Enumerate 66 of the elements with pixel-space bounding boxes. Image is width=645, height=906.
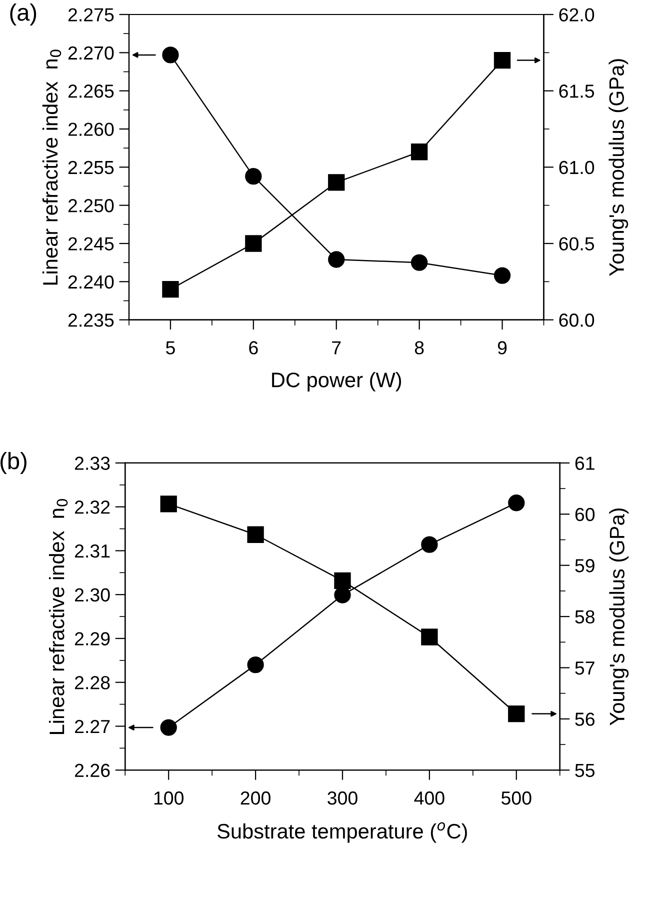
y-tick-label: 2.240 xyxy=(68,275,114,289)
y-tick-label: 2.32 xyxy=(75,500,110,514)
point xyxy=(508,705,525,722)
x-tick-label: 200 xyxy=(240,791,270,805)
text: (b) xyxy=(0,452,26,474)
point xyxy=(247,656,264,674)
y-tick-label: 2.26 xyxy=(75,764,110,778)
y-tick-label: 2.260 xyxy=(68,122,114,136)
y-tick-label: 2.28 xyxy=(75,676,110,690)
point xyxy=(421,536,438,553)
point xyxy=(162,46,179,64)
point xyxy=(410,144,428,160)
y2-tick-label: 58 xyxy=(575,610,594,624)
y-tick-label: 2.30 xyxy=(75,588,110,602)
y2-tick-label: 61.5 xyxy=(559,84,594,98)
y2-tick-label: 61 xyxy=(575,456,594,470)
y-tick-label: 2.275 xyxy=(68,8,114,22)
y-tick-label: 2.33 xyxy=(75,456,110,470)
x-tick-label: 300 xyxy=(328,791,358,805)
x-tick-label: 500 xyxy=(501,791,532,805)
point xyxy=(508,494,525,512)
x-tick-label: 7 xyxy=(332,341,341,354)
y2-tick-label: 62.0 xyxy=(559,8,594,22)
x-tick-label: 5 xyxy=(166,341,175,354)
y-tick-label: 2.265 xyxy=(68,84,114,98)
y2-tick-label: 60.0 xyxy=(559,314,594,327)
x-axis-title: DC power (W) xyxy=(272,372,402,392)
x-tick-label: 9 xyxy=(498,341,507,354)
point xyxy=(162,280,179,298)
y2-tick-label: 56 xyxy=(575,712,594,726)
point xyxy=(245,235,262,252)
y2-tick-label: 60.5 xyxy=(559,237,594,250)
y2-tick-label: 60 xyxy=(575,508,595,522)
point xyxy=(160,496,177,512)
point xyxy=(494,52,511,69)
y2-axis-title: Young's modulus (GPa) xyxy=(609,508,629,726)
x-tick-label: 6 xyxy=(249,341,258,354)
point xyxy=(247,526,264,543)
point xyxy=(328,174,345,191)
y-tick-label: 2.245 xyxy=(68,237,114,250)
point xyxy=(160,719,177,736)
y-tick-label: 2.270 xyxy=(68,46,114,60)
y2-tick-label: 61.0 xyxy=(559,160,594,174)
y2-axis-title: Young's modulus (GPa) xyxy=(608,59,628,276)
y-tick-label: 2.31 xyxy=(75,544,110,558)
y2-tick-label: 57 xyxy=(575,662,594,675)
point xyxy=(494,267,511,284)
x-tick-label: 8 xyxy=(414,341,424,354)
x-tick-label: 100 xyxy=(154,791,184,805)
point xyxy=(421,628,438,646)
point xyxy=(334,572,351,590)
y2-tick-label: 55 xyxy=(575,764,595,778)
point xyxy=(328,251,345,268)
x-tick-label: 400 xyxy=(414,791,444,805)
y-axis-title: Linear refractive index n$_{0}$ xyxy=(48,499,68,734)
point xyxy=(245,168,262,185)
x-axis-title: Substrate temperature ($^{o}$C) xyxy=(218,822,467,843)
y-tick-label: 2.235 xyxy=(68,314,114,327)
point xyxy=(410,254,428,271)
y-axis-title: Linear refractive index n$_{0}$ xyxy=(42,50,62,285)
y-tick-label: 2.29 xyxy=(75,632,110,646)
y-tick-label: 2.27 xyxy=(75,720,110,734)
text: (a) xyxy=(10,3,36,26)
y-tick-label: 2.255 xyxy=(68,160,114,174)
y2-tick-label: 59 xyxy=(575,559,594,572)
y-tick-label: 2.250 xyxy=(68,199,114,212)
